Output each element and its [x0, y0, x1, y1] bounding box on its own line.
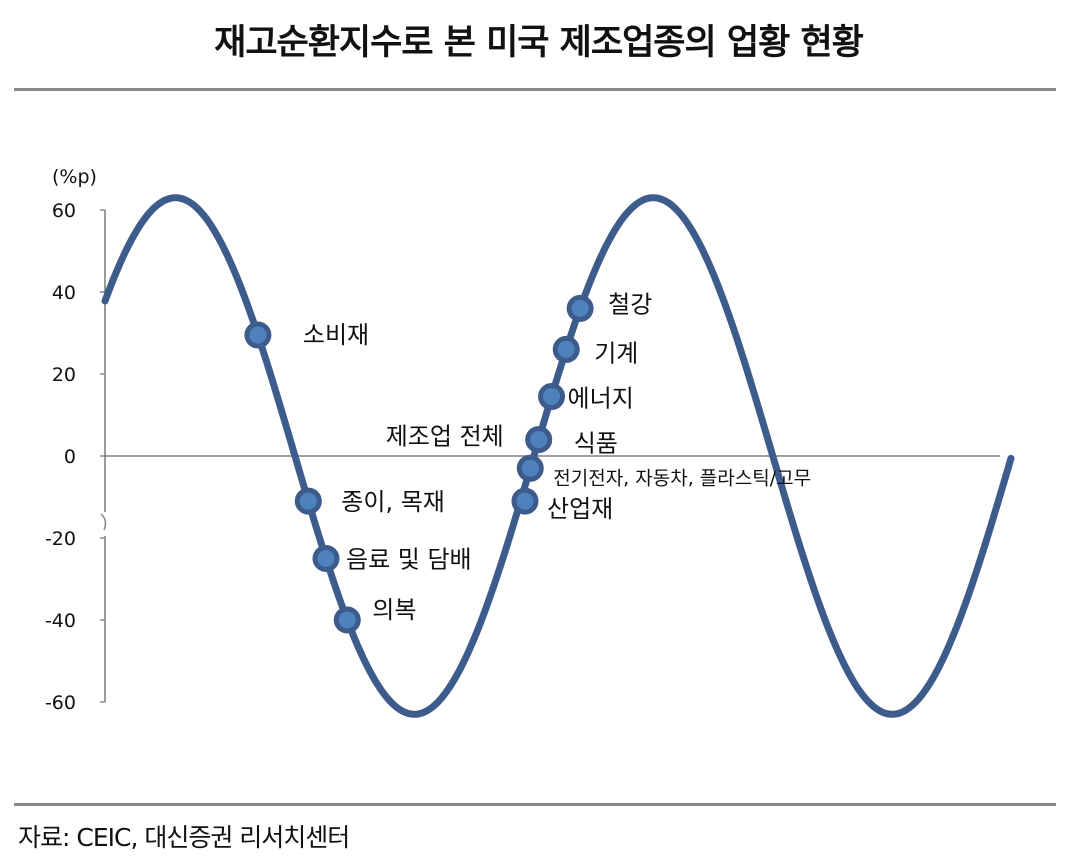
y-axis-unit-label: (%p) [52, 166, 97, 188]
chart-title: 재고순환지수로 본 미국 제조업종의 업황 현황 [214, 23, 864, 63]
y-tick-label: -60 [45, 692, 76, 714]
data-point [516, 454, 544, 482]
y-tick-label: 40 [52, 282, 76, 304]
y-axis-break-icon [100, 513, 107, 531]
data-point [538, 383, 566, 411]
data-point [312, 545, 340, 572]
data-label: 산업재 [547, 495, 613, 523]
axes: 60 40 20 0 -20 -40 -60 (%p) [45, 166, 1000, 714]
data-label: 식품 [574, 430, 618, 458]
data-point [552, 335, 580, 363]
data-label: 제조업 전체 [386, 423, 504, 451]
y-tick-label: 20 [52, 364, 76, 386]
y-tick-label: 60 [52, 200, 76, 222]
data-label: 전기전자, 자동차, 플라스틱/고무 [553, 467, 811, 489]
data-point [294, 487, 322, 515]
source-divider [14, 803, 1056, 806]
data-point [525, 426, 553, 454]
data-label: 종이, 목재 [341, 488, 445, 516]
title-divider [14, 88, 1056, 91]
data-label: 에너지 [568, 385, 634, 413]
data-point [244, 321, 272, 349]
y-tick-label: -40 [45, 610, 76, 632]
data-label: 음료 및 담배 [346, 546, 472, 574]
data-label: 소비재 [303, 321, 369, 349]
data-point [566, 294, 594, 322]
data-label: 의복 [372, 596, 416, 624]
data-label: 철강 [608, 290, 652, 318]
data-point [333, 606, 361, 634]
y-tick-label: -20 [45, 528, 76, 550]
data-label: 기계 [594, 339, 638, 367]
data-point [511, 487, 539, 515]
source-note: 자료: CEIC, 대신증권 리서치센터 [18, 823, 350, 852]
y-tick-label: 0 [64, 446, 76, 468]
